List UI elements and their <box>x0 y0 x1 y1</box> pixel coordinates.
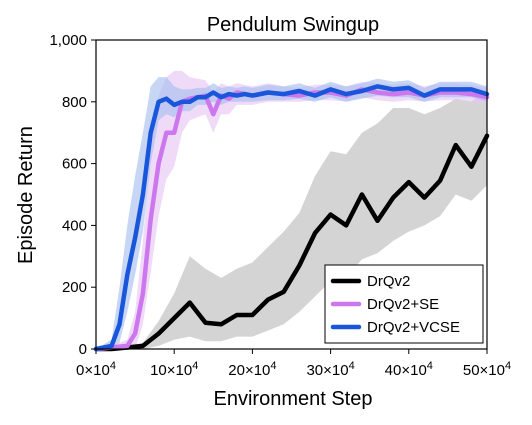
x-tick-label: 20×104 <box>228 360 276 379</box>
x-tick-label: 30×104 <box>306 360 354 379</box>
legend-label: DrQv2+VCSE <box>367 319 460 336</box>
x-axis-label: Environment Step <box>214 388 373 410</box>
x-tick-label: 50×104 <box>463 360 511 379</box>
axis-ticks: 0 200 400 600 800 1,000 0×104 10×104 20×104 30×10… <box>49 32 511 379</box>
y-tick-label: 200 <box>62 279 87 296</box>
chart-title: Pendulum Swingup <box>207 14 379 36</box>
x-tick-label: 0×104 <box>76 360 116 379</box>
line-series-1 <box>93 133 490 352</box>
y-tick-label: 1,000 <box>49 32 87 49</box>
x-tick-label: 10×104 <box>150 360 198 379</box>
y-tick-label: 400 <box>62 217 87 234</box>
y-axis-label: Episode Return <box>15 126 37 264</box>
y-tick-label: 600 <box>62 156 87 173</box>
legend-label: DrQv2+SE <box>367 296 439 313</box>
band-series-1 <box>96 89 487 350</box>
legend-label: DrQv2 <box>367 273 410 290</box>
line-series-3 <box>93 84 490 352</box>
series-lines <box>93 84 490 352</box>
y-tick-label: 0 <box>79 341 87 358</box>
confidence-bands <box>96 70 487 350</box>
band-series-2 <box>96 70 487 350</box>
y-tick-label: 800 <box>62 94 87 111</box>
x-tick-label: 40×104 <box>385 360 433 379</box>
legend: DrQv2 DrQv2+SE DrQv2+VCSE <box>324 264 484 344</box>
plot-frame <box>95 39 488 350</box>
